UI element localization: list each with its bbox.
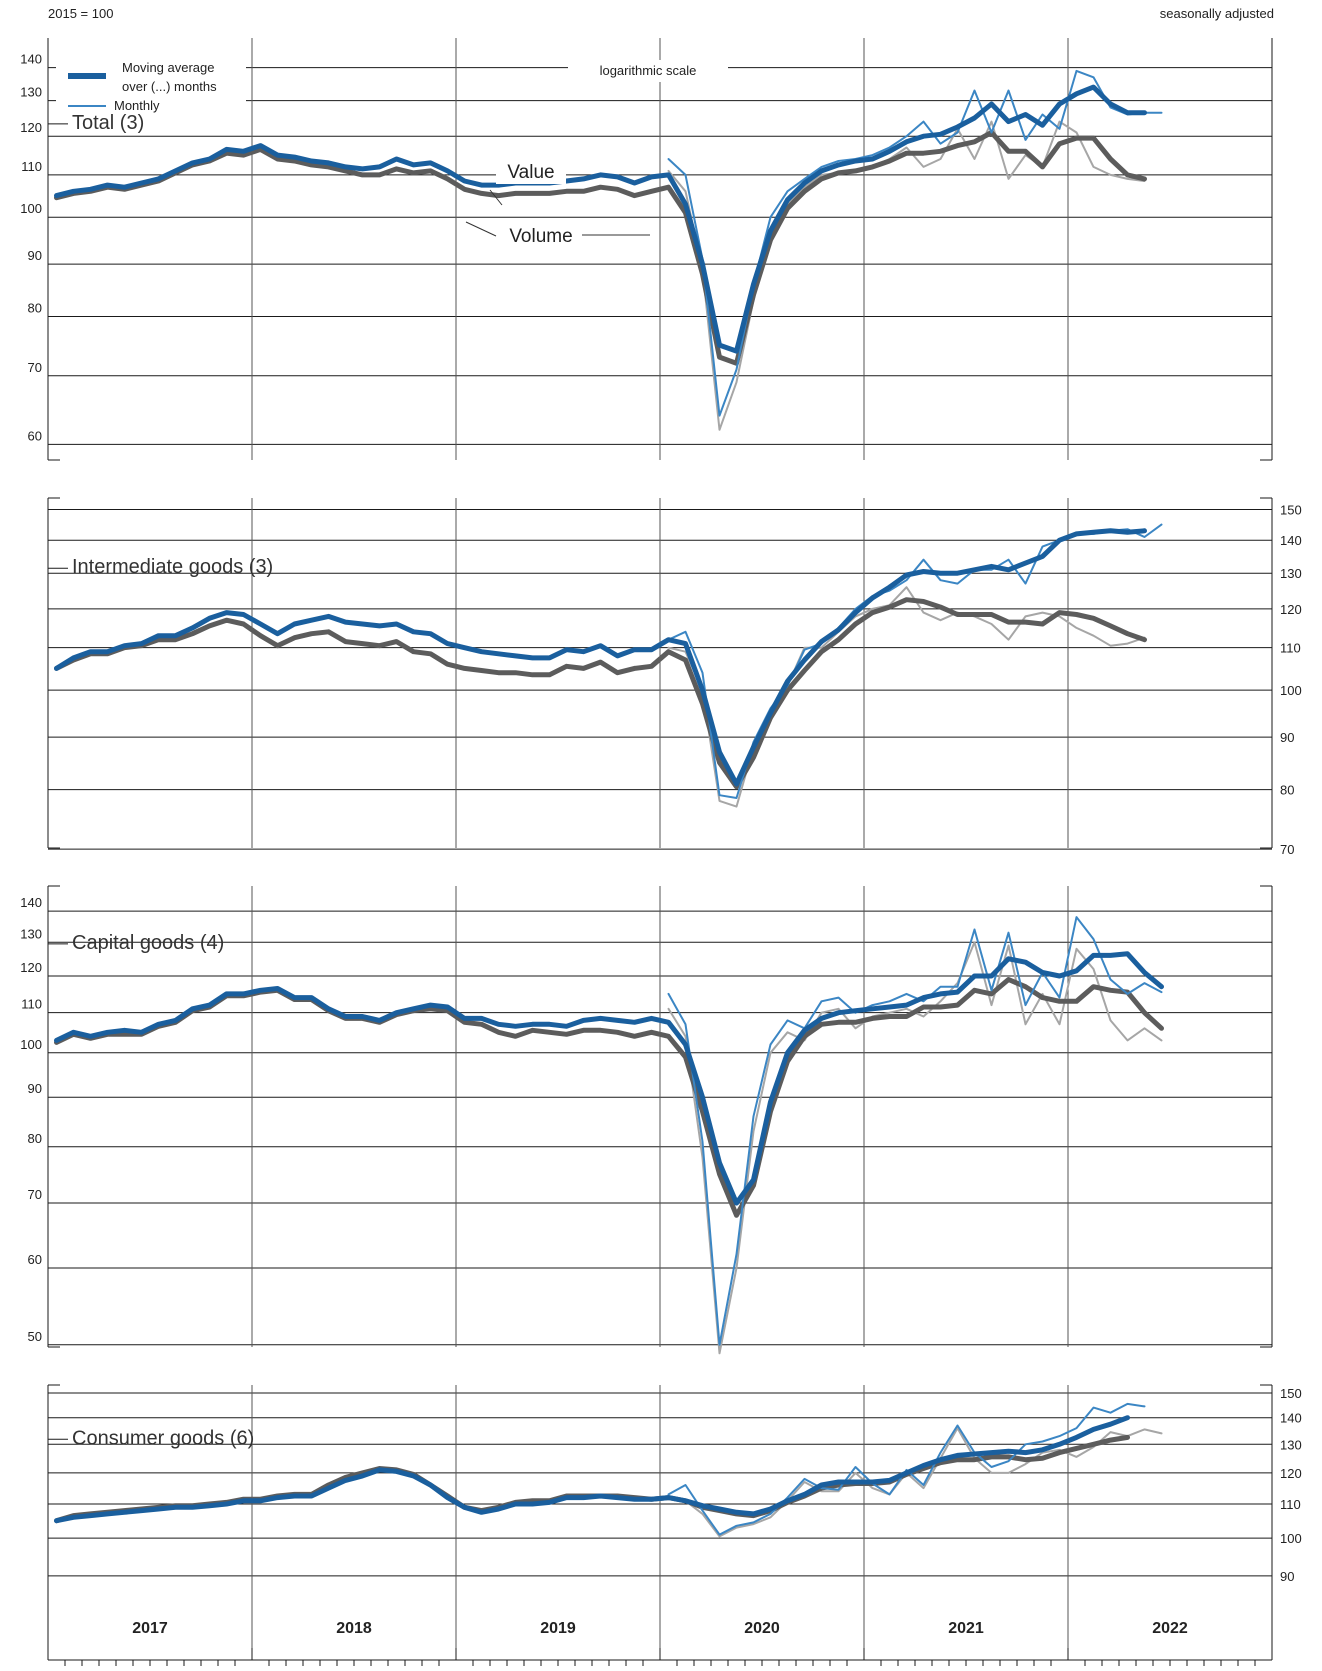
y-tick-label: 50 [28,1329,42,1344]
y-tick-label: 130 [1280,566,1302,581]
x-year-label: 2020 [744,1620,780,1637]
y-tick-label: 100 [1280,1531,1302,1546]
y-tick-label: 140 [1280,533,1302,548]
panel-title: Consumer goods (6) [72,1427,254,1449]
volume-label-leader [465,221,497,237]
legend-monthly-label: Monthly [114,98,160,113]
y-tick-label: 110 [21,997,42,1012]
panel-1 [47,38,1273,461]
y-tick-label: 100 [1280,683,1302,698]
value-moving-average-line [54,951,1164,1206]
volume-series-label: Volume [509,226,572,247]
value-monthly-line [667,1402,1146,1536]
index-base-label: 2015 = 100 [48,6,114,21]
y-tick-label: 150 [1280,1386,1302,1401]
volume-moving-average-line [54,597,1147,790]
volume-monthly-line [667,1427,1163,1538]
y-tick-label: 120 [20,120,42,135]
y-tick-label: 70 [28,360,42,375]
x-year-label: 2019 [540,1620,576,1637]
value-moving-average-line [54,1415,1130,1524]
volume-monthly-line [667,120,1146,431]
y-tick-label: 80 [28,300,42,315]
panel-title: Capital goods (4) [72,932,224,954]
x-year-label: 2022 [1152,1620,1188,1637]
panel-3 [47,885,1273,1355]
x-year-label: 2018 [336,1620,372,1637]
value-moving-average-line [54,528,1147,787]
panel-title: Intermediate goods (3) [72,556,273,578]
y-tick-label: 80 [28,1131,42,1146]
y-tick-label: 120 [1280,602,1302,617]
value-monthly-line [667,523,1163,799]
y-tick-label: 90 [1280,1569,1294,1584]
y-tick-label: 110 [21,159,42,174]
x-year-label: 2017 [132,1620,168,1637]
volume-moving-average-line [54,1434,1130,1524]
y-tick-label: 140 [20,52,42,67]
value-moving-average-line [54,84,1147,354]
y-tick-label: 140 [20,895,42,910]
value-monthly-line [667,69,1163,417]
y-tick-label: 110 [1280,1497,1301,1512]
panel-4 [47,1384,1273,1660]
y-tick-label: 90 [28,1081,42,1096]
value-monthly-line [667,916,1163,1346]
y-tick-label: 110 [1280,641,1301,656]
y-tick-label: 90 [28,248,42,263]
y-tick-label: 100 [20,201,42,216]
y-tick-label: 90 [1280,730,1294,745]
legend-ma-label: Moving average [122,60,215,75]
seasonally-adjusted-label: seasonally adjusted [1159,6,1274,21]
y-tick-label: 120 [20,960,42,975]
y-tick-label: 80 [1280,783,1294,798]
panel-title: Total (3) [72,112,144,134]
legend-ma-label-line2: over (...) months [122,79,217,94]
y-tick-label: 130 [20,85,42,100]
value-label-leader [489,189,503,206]
y-tick-label: 130 [1280,1437,1302,1452]
y-tick-label: 60 [28,428,42,443]
scale-note-background [568,60,728,82]
y-tick-label: 130 [20,926,42,941]
y-tick-label: 100 [20,1037,42,1052]
y-tick-label: 140 [1280,1411,1302,1426]
x-year-label: 2021 [948,1620,984,1637]
panel-2 [47,497,1273,850]
volume-moving-average-line [54,130,1147,366]
value-series-label: Value [507,162,554,183]
scale-note: logarithmic scale [600,63,697,78]
y-tick-label: 60 [28,1252,42,1267]
y-tick-label: 70 [28,1187,42,1202]
y-tick-label: 150 [1280,502,1302,517]
y-tick-label: 70 [1280,842,1294,857]
volume-label-background [496,224,576,248]
y-tick-label: 120 [1280,1466,1302,1481]
value-label-background [496,160,566,184]
